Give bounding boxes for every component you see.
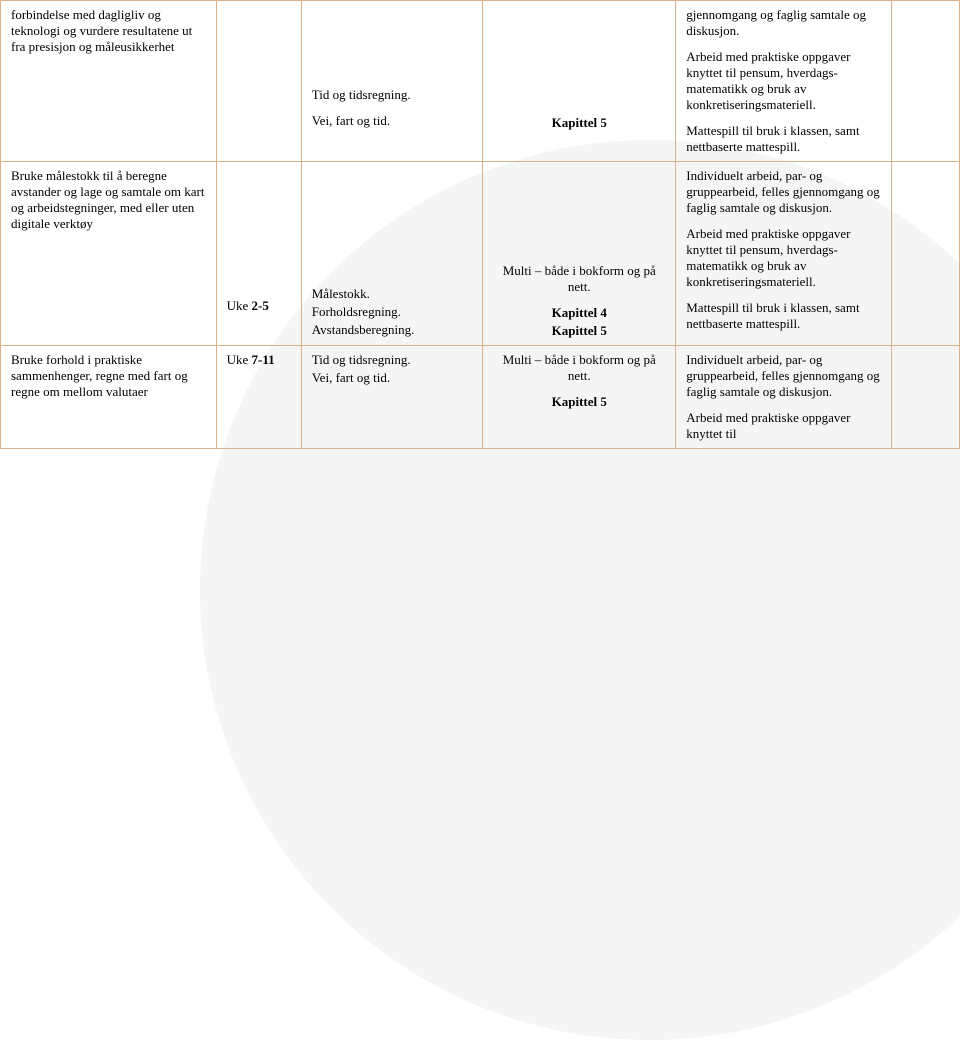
cell-empty: [891, 1, 959, 162]
cell-topic: Tid og tidsregning. Vei, fart og tid.: [301, 346, 483, 449]
chapter-label: Kapittel 5: [552, 323, 607, 338]
cell-objective: Bruke målestokk til å beregne avstander …: [1, 162, 217, 346]
cell-chapter: Multi – både i bokform og på nett. Kapit…: [483, 162, 676, 346]
cell-objective: Bruke forhold i praktiske sammenhenger, …: [1, 346, 217, 449]
week-number: 7-11: [252, 352, 275, 367]
chapter-label: Kapittel 4: [552, 305, 607, 320]
objective-text: Bruke forhold i praktiske sammenhenger, …: [11, 352, 206, 400]
source-text: Multi – både i bokform og på nett.: [493, 352, 665, 384]
objective-text: forbindelse med dagligliv og teknologi o…: [11, 7, 206, 55]
table-row: Bruke målestokk til å beregne avstander …: [1, 162, 960, 346]
curriculum-table: forbindelse med dagligliv og teknologi o…: [0, 0, 960, 449]
topic-line: Avstandsberegning.: [312, 322, 473, 338]
cell-week: Uke 7-11: [216, 346, 301, 449]
topic-line: Forholdsregning.: [312, 304, 473, 320]
cell-topic: Målestokk. Forholdsregning. Avstandsbere…: [301, 162, 483, 346]
method-text: Individuelt arbeid, par- og gruppearbeid…: [686, 168, 881, 216]
cell-objective: forbindelse med dagligliv og teknologi o…: [1, 1, 217, 162]
method-text: Arbeid med praktiske oppgaver knyttet ti…: [686, 49, 881, 113]
chapter-label: Kapittel 5: [552, 394, 607, 409]
week-prefix: Uke: [227, 352, 252, 367]
method-text: gjennomgang og faglig samtale og diskusj…: [686, 7, 881, 39]
cell-chapter: Kapittel 5: [483, 1, 676, 162]
cell-week: Uke 2-5: [216, 162, 301, 346]
source-text: Multi – både i bokform og på nett.: [493, 263, 665, 295]
chapter-label: Kapittel 5: [552, 115, 607, 130]
method-text: Mattespill til bruk i klassen, samt nett…: [686, 300, 881, 332]
method-text: Arbeid med praktiske oppgaver knyttet ti…: [686, 410, 881, 442]
cell-empty: [891, 162, 959, 346]
method-text: Mattespill til bruk i klassen, samt nett…: [686, 123, 881, 155]
cell-week: [216, 1, 301, 162]
method-text: Individuelt arbeid, par- og gruppearbeid…: [686, 352, 881, 400]
topic-line: Vei, fart og tid.: [312, 370, 473, 386]
cell-method: gjennomgang og faglig samtale og diskusj…: [676, 1, 892, 162]
table-row: forbindelse med dagligliv og teknologi o…: [1, 1, 960, 162]
topic-line: Tid og tidsregning.: [312, 352, 473, 368]
objective-text: Bruke målestokk til å beregne avstander …: [11, 168, 206, 232]
cell-chapter: Multi – både i bokform og på nett. Kapit…: [483, 346, 676, 449]
table-row: Bruke forhold i praktiske sammenhenger, …: [1, 346, 960, 449]
cell-empty: [891, 346, 959, 449]
week-number: 2-5: [252, 298, 269, 313]
cell-method: Individuelt arbeid, par- og gruppearbeid…: [676, 162, 892, 346]
method-text: Arbeid med praktiske oppgaver knyttet ti…: [686, 226, 881, 290]
cell-method: Individuelt arbeid, par- og gruppearbeid…: [676, 346, 892, 449]
topic-line: Tid og tidsregning.: [312, 87, 473, 103]
week-prefix: Uke: [227, 298, 252, 313]
cell-topic: Tid og tidsregning. Vei, fart og tid.: [301, 1, 483, 162]
topic-line: Vei, fart og tid.: [312, 113, 473, 129]
topic-line: Målestokk.: [312, 286, 473, 302]
